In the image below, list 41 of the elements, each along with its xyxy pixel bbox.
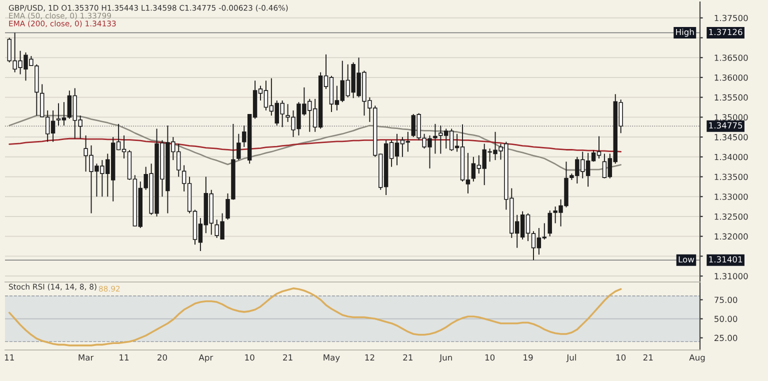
x-tick-label: 21 [643, 354, 653, 360]
x-tick-label: 10 [616, 354, 626, 361]
candlestick [40, 84, 44, 118]
candlestick [236, 133, 241, 161]
x-tick-label: Mar [78, 354, 94, 361]
y-tick-label: 1.35000 [714, 114, 748, 120]
x-tick-label: 19 [524, 354, 533, 361]
y-tick-label: 1.35500 [714, 94, 748, 101]
y-tick-label: 1.33000 [714, 194, 748, 200]
y-tick-label: 1.32000 [714, 233, 748, 240]
x-tick-label: 11 [120, 354, 129, 360]
text: 1.34775 [709, 122, 742, 129]
y-tick-label: 1.34000 [714, 154, 748, 160]
x-tick-label: 21 [403, 354, 412, 360]
y-tick-label: 75.00 [714, 296, 738, 304]
y-tick-label: 1.37500 [714, 14, 748, 22]
candlestick [548, 210, 552, 237]
x-tick-label: Jun [439, 354, 452, 362]
ref-line-label: High [676, 28, 694, 37]
y-tick-label: 50.00 [714, 316, 738, 322]
y-tick-label: 1.31000 [714, 273, 748, 280]
y-tick-label: 25.00 [714, 334, 738, 342]
y-tick-label: 1.34500 [714, 134, 748, 140]
x-tick-label: Jul [566, 354, 576, 362]
text: 1.31401 [709, 256, 742, 263]
x-tick-label: Apr [198, 354, 214, 362]
x-tick-label: 21 [283, 354, 292, 360]
text: 1.37126 [709, 28, 742, 36]
y-tick-label: 1.36500 [714, 54, 748, 61]
ref-line-label: Low [678, 256, 694, 263]
x-tick-label: 10 [485, 354, 495, 361]
y-tick-label: 1.36000 [714, 74, 748, 81]
x-tick-label: 10 [245, 354, 254, 361]
y-tick-label: 1.32500 [714, 213, 748, 220]
x-tick-label: Aug [689, 354, 705, 362]
x-tick-label: 11 [4, 354, 14, 360]
candlestick [433, 123, 438, 154]
y-tick-label: 1.33500 [714, 174, 748, 180]
x-tick-label: 12 [365, 354, 374, 360]
x-tick-label: May [324, 354, 340, 362]
x-tick-label: 20 [158, 354, 167, 361]
